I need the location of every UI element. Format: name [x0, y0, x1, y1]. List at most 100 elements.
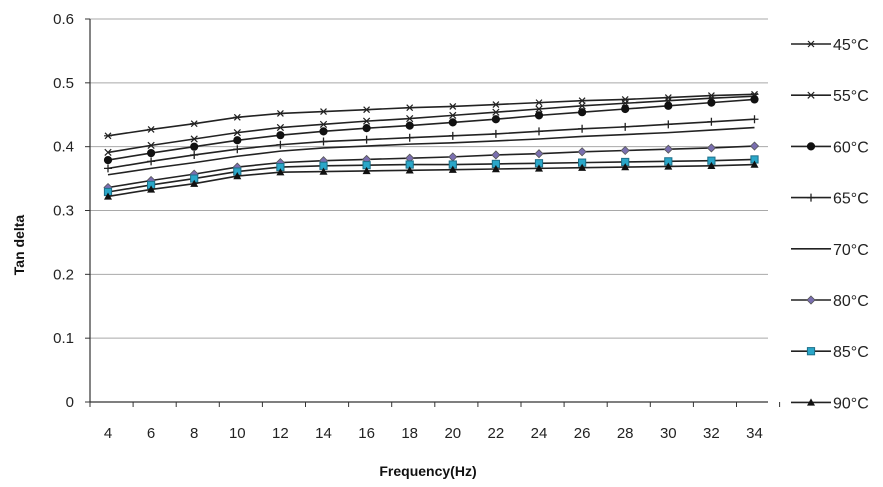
data-point [276, 110, 285, 117]
data-point [491, 165, 500, 173]
data-point [190, 142, 199, 151]
y-tick-label: 0.1 [53, 330, 74, 347]
data-point [405, 166, 414, 174]
data-point [534, 149, 544, 159]
legend-label: 85°C [833, 344, 869, 361]
y-axis-title: Tan delta [11, 215, 27, 276]
x-tick-label: 26 [574, 425, 591, 442]
x-axis-title: Frequency(Hz) [379, 463, 476, 479]
legend-marker [806, 142, 816, 151]
x-tick-label: 30 [660, 425, 677, 442]
data-point [621, 104, 630, 114]
data-point [104, 164, 112, 173]
series-90°C [104, 160, 759, 200]
data-point [491, 150, 501, 160]
data-point [707, 117, 716, 126]
data-point [319, 167, 328, 175]
data-point [535, 99, 543, 107]
y-tick-label: 0.6 [53, 11, 74, 28]
data-point [448, 118, 457, 127]
series-line [107, 163, 755, 198]
legend-marker [807, 398, 815, 406]
data-point [276, 140, 285, 149]
data-point [190, 179, 199, 187]
legend-item: 60°C [791, 139, 869, 156]
x-tick-label: 34 [746, 425, 763, 442]
data-point [147, 141, 155, 150]
y-tick-label: 0.2 [53, 266, 74, 283]
data-point [578, 97, 587, 105]
series-60°C [103, 95, 759, 165]
data-point [448, 165, 457, 173]
data-point [319, 108, 328, 115]
data-point [749, 141, 760, 151]
legend-item: 65°C [791, 191, 869, 208]
data-point [706, 143, 716, 153]
data-point [405, 104, 414, 112]
series-65°C [104, 115, 759, 173]
legend-marker [807, 91, 815, 99]
data-point [707, 98, 716, 107]
data-point [233, 172, 242, 180]
data-point [103, 155, 113, 165]
legend-item: 80°C [791, 293, 869, 310]
x-tick-label: 32 [703, 425, 720, 442]
data-point [406, 114, 414, 123]
data-point [448, 131, 457, 140]
x-tick-label: 16 [358, 425, 375, 442]
data-point [750, 160, 759, 168]
data-point [621, 99, 629, 107]
y-tick-label: 0 [66, 394, 74, 411]
y-tick-label: 0.5 [53, 75, 74, 92]
legend-label: 45°C [833, 37, 869, 54]
data-point [104, 192, 112, 200]
legend-item: 90°C [791, 395, 869, 412]
data-point [492, 108, 500, 116]
data-point [449, 111, 457, 120]
data-point [190, 150, 199, 159]
data-point [147, 148, 156, 158]
data-point [578, 108, 587, 117]
series-line [107, 95, 755, 154]
data-point [578, 163, 587, 171]
data-point [664, 120, 673, 129]
x-tick-label: 22 [488, 425, 505, 442]
data-point [190, 120, 199, 128]
legend-item: 55°C [791, 88, 869, 105]
series-line [107, 98, 755, 161]
series-line [107, 126, 755, 176]
series-line [107, 145, 755, 189]
x-tick-label: 12 [272, 425, 289, 442]
data-point [405, 133, 414, 142]
x-tick-label: 6 [147, 425, 155, 442]
legend-label: 60°C [833, 139, 869, 156]
legend-marker [807, 40, 815, 48]
data-point [664, 101, 673, 110]
data-point [276, 131, 285, 140]
data-point [491, 101, 500, 108]
data-point [233, 128, 241, 137]
legend: 45°C 55°C 60°C 65°C 70°C 80°C 85°C 90°C [791, 37, 869, 412]
data-point [578, 102, 586, 110]
data-point [319, 137, 328, 146]
legend-label: 80°C [833, 293, 869, 310]
legend-item: 70°C [791, 242, 869, 259]
data-point [319, 127, 328, 136]
data-point [405, 121, 414, 130]
data-point [750, 95, 759, 104]
legend-item: 85°C [791, 344, 869, 361]
data-point [362, 135, 371, 144]
series-70°C [107, 126, 755, 176]
legend-label: 90°C [833, 395, 869, 412]
data-point [620, 145, 630, 156]
data-point [534, 111, 544, 120]
x-tick-label: 28 [617, 425, 634, 442]
legend-label: 65°C [833, 191, 869, 208]
y-tick-label: 0.4 [53, 139, 74, 156]
series-line [107, 118, 755, 170]
data-point [621, 163, 630, 171]
legend-item: 45°C [791, 37, 869, 54]
x-tick-label: 14 [315, 425, 332, 442]
gridlines [90, 18, 768, 339]
